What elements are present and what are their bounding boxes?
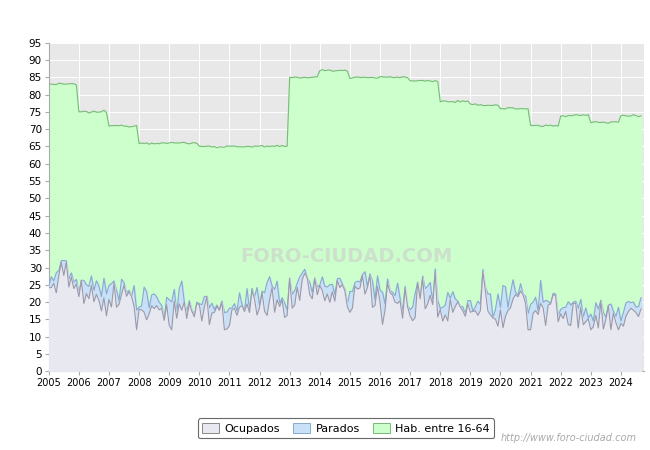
Text: Villarta-Quintana - Evolucion de la poblacion en edad de Trabajar Septiembre de : Villarta-Quintana - Evolucion de la pobl… [37, 10, 613, 23]
Text: FORO-CIUDAD.COM: FORO-CIUDAD.COM [240, 247, 452, 266]
Text: http://www.foro-ciudad.com: http://www.foro-ciudad.com [501, 433, 637, 443]
Legend: Ocupados, Parados, Hab. entre 16-64: Ocupados, Parados, Hab. entre 16-64 [198, 418, 495, 438]
